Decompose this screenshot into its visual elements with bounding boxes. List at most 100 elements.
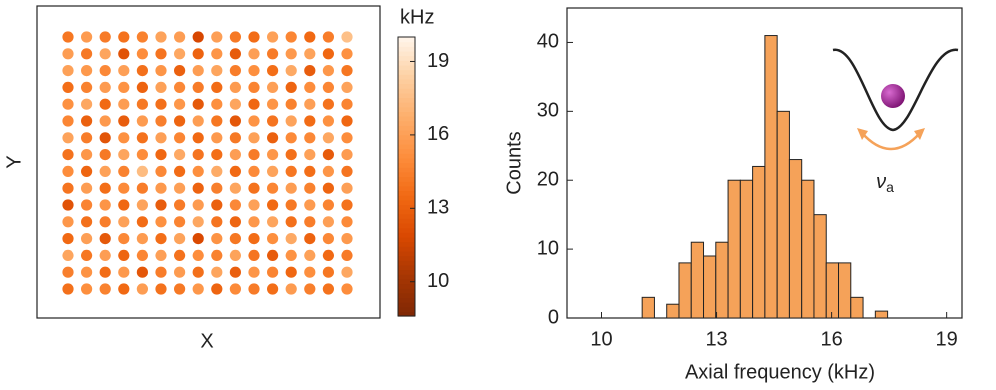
site (304, 132, 316, 144)
site (341, 81, 353, 93)
site (81, 182, 93, 194)
colorbar-segment (398, 302, 415, 308)
site (229, 98, 241, 110)
site (62, 98, 74, 110)
site (248, 249, 260, 261)
site (62, 216, 74, 228)
site (155, 81, 167, 93)
site (267, 65, 279, 77)
colorbar-segment (398, 41, 415, 47)
colorbar-segment (398, 134, 415, 140)
site (136, 283, 148, 295)
site (248, 182, 260, 194)
site (267, 199, 279, 211)
site (174, 65, 186, 77)
site (285, 266, 297, 278)
colorbar-segment (398, 92, 415, 99)
site (341, 233, 353, 245)
site (285, 31, 297, 43)
colorbar-segment (398, 181, 415, 187)
colorbar-segment (398, 60, 415, 66)
colorbar-segment (398, 148, 415, 154)
site (99, 165, 111, 177)
site (267, 249, 279, 261)
site (229, 199, 241, 211)
site (211, 216, 223, 228)
colorbar-segment (398, 176, 415, 182)
bar (703, 255, 717, 319)
colorbar-segment (398, 306, 415, 312)
site (267, 216, 279, 228)
site (174, 165, 186, 177)
site (211, 249, 223, 261)
site (192, 182, 204, 194)
site (267, 98, 279, 110)
site (341, 283, 353, 295)
site (99, 216, 111, 228)
colorbar-segment (398, 106, 415, 112)
site (322, 48, 334, 60)
bar (678, 262, 692, 319)
site (248, 31, 260, 43)
site (174, 216, 186, 228)
bar (727, 179, 741, 319)
site (304, 266, 316, 278)
bar (764, 35, 778, 319)
site (285, 165, 297, 177)
site (304, 199, 316, 211)
site (322, 31, 334, 43)
site (155, 149, 167, 161)
site (267, 233, 279, 245)
site (248, 48, 260, 60)
site (322, 249, 334, 261)
site (248, 149, 260, 161)
y-tick-label: 20 (537, 169, 559, 191)
site (174, 115, 186, 127)
site (192, 249, 204, 261)
colorbar-segment (398, 260, 415, 266)
site (136, 216, 148, 228)
site (118, 199, 130, 211)
site (322, 149, 334, 161)
annotation-symbol: ν (876, 171, 886, 193)
site (81, 249, 93, 261)
site (81, 283, 93, 295)
site (118, 165, 130, 177)
site (322, 283, 334, 295)
colorbar-segment (398, 157, 415, 164)
site (341, 132, 353, 144)
site (267, 182, 279, 194)
colorbar-segment (398, 199, 415, 205)
site (285, 48, 297, 60)
colorbar-segment (398, 227, 415, 233)
bar (715, 241, 729, 319)
site (99, 182, 111, 194)
colorbar-tick-label: 19 (427, 50, 449, 72)
site (267, 132, 279, 144)
bar (813, 214, 827, 319)
site (99, 31, 111, 43)
x-tick-label: 16 (820, 328, 842, 350)
site (174, 283, 186, 295)
site (267, 31, 279, 43)
colorbar-frame (397, 36, 416, 317)
site (304, 249, 316, 261)
bar (739, 179, 754, 319)
site (155, 98, 167, 110)
site (155, 65, 167, 77)
site (81, 115, 93, 127)
site (267, 165, 279, 177)
colorbar-segment (398, 185, 415, 192)
site (155, 115, 167, 127)
site (285, 182, 297, 194)
site (248, 132, 260, 144)
site (155, 182, 167, 194)
site (341, 48, 353, 60)
site (211, 266, 223, 278)
site (174, 149, 186, 161)
site (341, 65, 353, 77)
colorbar-tick-label: 13 (427, 197, 449, 219)
site (341, 182, 353, 194)
y-tick-label: 30 (537, 100, 559, 122)
colorbar-segment (398, 195, 415, 201)
